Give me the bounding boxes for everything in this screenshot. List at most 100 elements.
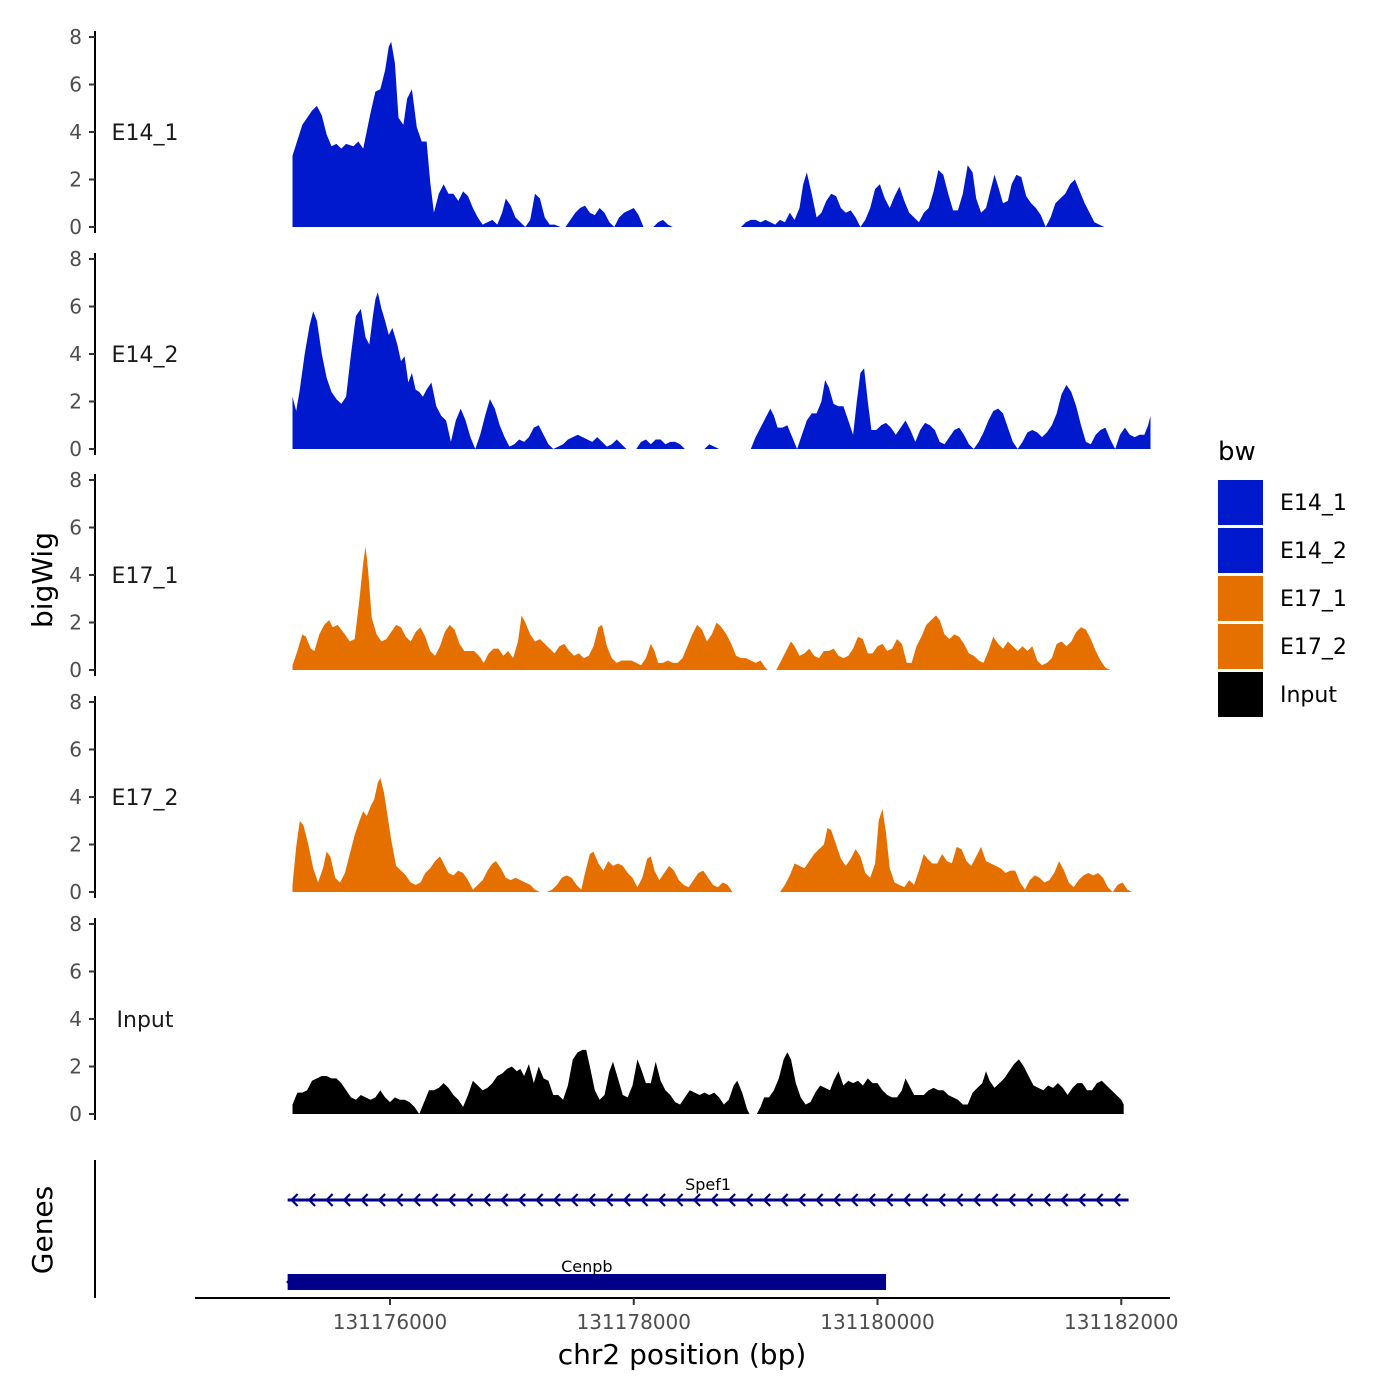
strand-arrow-icon <box>587 1193 596 1207</box>
gene-label: Cenpb <box>561 1257 612 1276</box>
y-tick-label: 4 <box>69 120 82 144</box>
strand-arrow-icon <box>465 1193 474 1207</box>
y-axis-title: bigWig <box>26 532 59 628</box>
legend-label: E17_1 <box>1280 587 1347 612</box>
y-tick-label: 6 <box>69 295 82 319</box>
x-tick-label: 131180000 <box>820 1310 935 1334</box>
y-tick-label: 0 <box>69 215 82 239</box>
x-tick-label: 131182000 <box>1064 1310 1179 1334</box>
area-E17_1 <box>292 546 1111 670</box>
strand-arrow-icon <box>640 1193 649 1207</box>
strand-arrow-icon <box>1095 1193 1104 1207</box>
strand-arrow-icon <box>780 1193 789 1207</box>
strand-arrow-icon <box>797 1193 806 1207</box>
x-tick-label: 131176000 <box>333 1310 448 1334</box>
area-E14_1 <box>292 41 1122 227</box>
y-tick-label: 8 <box>69 25 82 49</box>
area-E14_2 <box>292 292 1151 449</box>
legend-label: E14_1 <box>1280 491 1347 516</box>
y-tick-label: 6 <box>69 738 82 762</box>
legend-item-E17_2: E17_2 <box>1218 624 1347 669</box>
y-tick-label: 6 <box>69 960 82 984</box>
strand-arrow-icon <box>517 1193 526 1207</box>
strand-arrow-icon <box>430 1193 439 1207</box>
y-tick-label: 4 <box>69 1007 82 1031</box>
area-E17_2 <box>292 778 1133 892</box>
legend-item-E17_1: E17_1 <box>1218 576 1347 621</box>
track-label: Input <box>117 1008 174 1033</box>
y-tick-label: 6 <box>69 73 82 97</box>
strand-arrow-icon <box>325 1193 334 1207</box>
gene-block <box>287 1274 887 1290</box>
genes-panel: Spef1 Cenpb <box>94 1160 1129 1298</box>
strand-arrow-icon <box>902 1193 911 1207</box>
y-tick-label: 8 <box>69 468 82 492</box>
track-E17_2: 0 2 4 6 8 E17_2 <box>69 690 1133 904</box>
legend-swatch <box>1218 672 1263 717</box>
strand-arrow-icon <box>1060 1193 1069 1207</box>
track-label: E14_2 <box>112 343 179 368</box>
strand-arrow-icon <box>1007 1193 1016 1207</box>
strand-arrow-icon <box>762 1193 771 1207</box>
strand-arrow-icon <box>885 1193 894 1207</box>
strand-arrow-icon <box>290 1193 299 1207</box>
strand-arrow-icon <box>675 1193 684 1207</box>
y-tick-label: 8 <box>69 690 82 714</box>
track-label: E17_1 <box>112 564 179 589</box>
y-tick-label: 2 <box>69 168 82 192</box>
y-tick-label: 8 <box>69 912 82 936</box>
strand-arrow-icon <box>832 1193 841 1207</box>
gene-label: Spef1 <box>685 1175 731 1194</box>
strand-arrow-icon <box>657 1193 666 1207</box>
y-tick-label: 0 <box>69 880 82 904</box>
x-tick-label: 131178000 <box>576 1310 691 1334</box>
legend-item-E14_2: E14_2 <box>1218 528 1347 573</box>
strand-arrow-icon <box>570 1193 579 1207</box>
strand-arrow-icon <box>1077 1193 1086 1207</box>
y-tick-label: 4 <box>69 563 82 587</box>
strand-arrow-icon <box>447 1193 456 1207</box>
gene-Spef1: Spef1 <box>287 1175 1129 1207</box>
track-E14_2: 0 2 4 6 8 E14_2 <box>69 247 1151 461</box>
track-Input: 0 2 4 6 8 Input <box>69 912 1124 1126</box>
legend: bw E14_1 E14_2 E17_1 E17_2 Input <box>1218 437 1347 717</box>
strand-arrow-icon <box>307 1193 316 1207</box>
y-tick-label: 0 <box>69 658 82 682</box>
tracks-area: 0 2 4 6 8 E14_1 0 2 4 6 8 E14_2 0 2 4 6 8 E17_1 0 2 4 6 8 E17_2… <box>69 25 1151 1126</box>
track-E14_1: 0 2 4 6 8 E14_1 <box>69 25 1122 239</box>
track-E17_1: 0 2 4 6 8 E17_1 <box>69 468 1111 682</box>
legend-item-Input: Input <box>1218 672 1337 717</box>
strand-arrow-icon <box>850 1193 859 1207</box>
strand-arrow-icon <box>360 1193 369 1207</box>
strand-arrow-icon <box>535 1193 544 1207</box>
x-axis-title: chr2 position (bp) <box>558 1338 807 1371</box>
strand-arrow-icon <box>745 1193 754 1207</box>
track-label: E17_2 <box>112 786 179 811</box>
strand-arrow-icon <box>377 1193 386 1207</box>
legend-label: E17_2 <box>1280 635 1347 660</box>
strand-arrow-icon <box>692 1193 701 1207</box>
genes-axis-title: Genes <box>26 1186 59 1274</box>
strand-arrow-icon <box>1025 1193 1034 1207</box>
y-tick-label: 6 <box>69 516 82 540</box>
strand-arrow-icon <box>815 1193 824 1207</box>
strand-arrow-icon <box>552 1193 561 1207</box>
legend-swatch <box>1218 528 1263 573</box>
strand-arrow-icon <box>1042 1193 1051 1207</box>
legend-item-E14_1: E14_1 <box>1218 480 1347 525</box>
strand-arrow-icon <box>727 1193 736 1207</box>
strand-arrow-icon <box>937 1193 946 1207</box>
strand-arrow-icon <box>955 1193 964 1207</box>
track-label: E14_1 <box>112 121 179 146</box>
y-tick-label: 2 <box>69 1055 82 1079</box>
legend-label: Input <box>1280 683 1337 708</box>
y-tick-label: 4 <box>69 785 82 809</box>
strand-arrow-icon <box>286 1275 295 1289</box>
y-tick-label: 0 <box>69 1102 82 1126</box>
legend-label: E14_2 <box>1280 539 1347 564</box>
strand-arrow-icon <box>1112 1193 1121 1207</box>
area-Input <box>292 1049 1124 1114</box>
strand-arrow-icon <box>500 1193 509 1207</box>
legend-swatch <box>1218 624 1263 669</box>
strand-arrow-icon <box>412 1193 421 1207</box>
